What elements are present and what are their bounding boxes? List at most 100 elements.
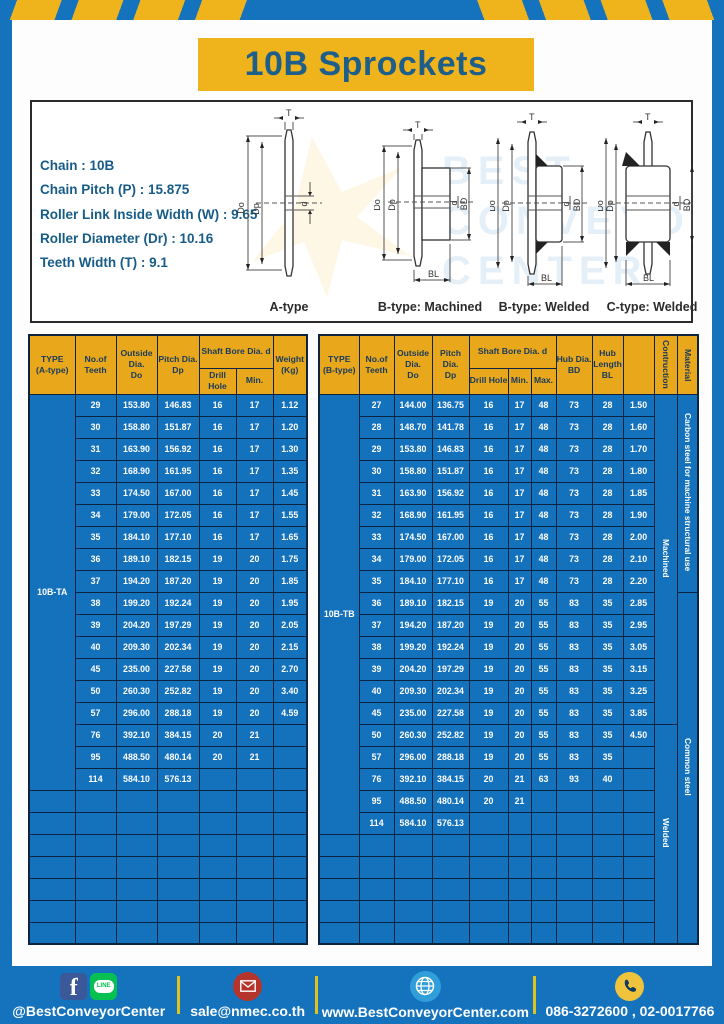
table-row: 35 184.10 177.10 16 17 1.65 [29, 525, 308, 549]
sprocket-table-a-type: TYPE (A-type) No.of Teeth Outside Dia. D… [28, 334, 308, 945]
table-cell [358, 877, 395, 901]
table-cell [115, 877, 158, 901]
table-cell: 55 [530, 635, 557, 659]
facebook-icon[interactable]: f [60, 972, 88, 1000]
table-cell [198, 855, 237, 879]
table-cell: 35 [591, 723, 624, 747]
construction-cell: Welded [653, 723, 678, 945]
table-cell: 16 [198, 481, 237, 505]
table-cell [115, 811, 158, 835]
table-cell [115, 789, 158, 813]
line-app-icon[interactable]: LINE [90, 972, 118, 1000]
chain-specs: Chain : 10B Chain Pitch (P) : 15.875 Rol… [40, 154, 265, 275]
table-cell: 17 [235, 503, 274, 527]
table-cell: 17 [235, 525, 274, 549]
website-url: www.BestConveyorCenter.com [321, 1003, 529, 1020]
footer-email-section[interactable]: sale@nmec.co.th [180, 966, 314, 1024]
table-row: 31 163.90 156.92 16 17 1.30 [29, 437, 308, 461]
table-cell: 1.45 [272, 481, 308, 505]
table-cell: 48 [530, 569, 557, 593]
hazard-stripes-left-icon [0, 0, 250, 20]
table-cell [235, 811, 274, 835]
table-row: 95 488.50 480.14 20 21 [319, 789, 698, 813]
table-cell [272, 855, 308, 879]
material-cell: Carbon steel for machine structural use [676, 393, 699, 593]
table-cell: 16 [468, 393, 509, 417]
table-cell: 174.50 [115, 481, 158, 505]
table-cell: 182.15 [156, 547, 200, 571]
table-cell: 296.00 [115, 701, 158, 725]
table-cell: 28 [591, 525, 624, 549]
footer-phone-section[interactable]: 086-3272600 , 02-0017766 [536, 966, 724, 1024]
table-row: 76 392.10 384.15 20 21 [29, 723, 308, 747]
table-cell: 144.00 [393, 393, 433, 417]
table-cell [198, 921, 237, 945]
table-cell [74, 855, 117, 879]
table-cell: 1.50 [622, 393, 655, 417]
table-cell: 153.80 [115, 393, 158, 417]
table-cell: 20 [235, 613, 274, 637]
table-cell: 167.00 [431, 525, 470, 549]
col-header-min: Min. [507, 367, 532, 395]
table-row: 95 488.50 480.14 20 21 [29, 745, 308, 769]
table-cell [530, 789, 557, 813]
table-cell: 48 [530, 525, 557, 549]
table-cell [358, 833, 395, 857]
table-cell [272, 899, 308, 923]
table-cell: 2.15 [272, 635, 308, 659]
col-header-shaft-bore: Shaft Bore Dia. d [198, 334, 274, 369]
table-cell: 28 [591, 503, 624, 527]
table-cell: 16 [468, 481, 509, 505]
footer-social-section[interactable]: f LINE @BestConveyorCenter [0, 966, 177, 1024]
table-cell: 184.10 [393, 569, 433, 593]
table-cell [358, 899, 395, 923]
table-cell: 17 [235, 393, 274, 417]
diagram-caption: C-type: Welded [606, 300, 698, 314]
table-cell [393, 833, 433, 857]
table-cell: 480.14 [156, 745, 200, 769]
col-header-teeth: No.of Teeth [358, 334, 395, 395]
table-cell: 29 [358, 437, 395, 461]
table-cell [198, 833, 237, 857]
table-cell: 20 [235, 701, 274, 725]
table-cell [235, 899, 274, 923]
table-cell: 48 [530, 547, 557, 571]
table-cell [555, 921, 593, 945]
hazard-stripe-bar [0, 0, 724, 20]
table-row: 32 168.90 161.95 16 17 1.35 [29, 459, 308, 483]
table-cell: 73 [555, 547, 593, 571]
table-cell: 1.30 [272, 437, 308, 461]
table-cell: 50 [358, 723, 395, 747]
table-cell [272, 789, 308, 813]
type-cell [28, 811, 76, 835]
table-cell: 45 [74, 657, 117, 681]
footer-website-section[interactable]: www.BestConveyorCenter.com [318, 966, 533, 1024]
table-cell: 20 [507, 591, 532, 615]
table-cell: 28 [591, 393, 624, 417]
table-cell: 95 [74, 745, 117, 769]
table-cell: 16 [468, 415, 509, 439]
table-cell: 1.20 [272, 415, 308, 439]
table-cell: 16 [468, 459, 509, 483]
table-cell [198, 767, 237, 791]
table-cell [507, 833, 532, 857]
table-cell [235, 833, 274, 857]
table-cell: 76 [358, 767, 395, 791]
table-cell [235, 767, 274, 791]
table-cell: 209.30 [115, 635, 158, 659]
table-cell: 20 [235, 657, 274, 681]
table-cell: 28 [591, 415, 624, 439]
table-cell: 174.50 [393, 525, 433, 549]
col-header-hub-length: Hub Length BL [591, 334, 624, 395]
col-header-outside-dia: Outside Dia. Do [393, 334, 433, 395]
table-cell: 584.10 [393, 811, 433, 835]
col-header-weight [622, 334, 655, 395]
table-cell: 93 [555, 767, 593, 791]
table-cell: 260.30 [115, 679, 158, 703]
table-cell: 31 [74, 437, 117, 461]
spec-diagram-box: BEST CONVEYOR CENTER Chain : 10B Chain P… [30, 100, 697, 323]
table-cell: 73 [555, 415, 593, 439]
table-cell: 40 [358, 679, 395, 703]
table-cell [555, 833, 593, 857]
